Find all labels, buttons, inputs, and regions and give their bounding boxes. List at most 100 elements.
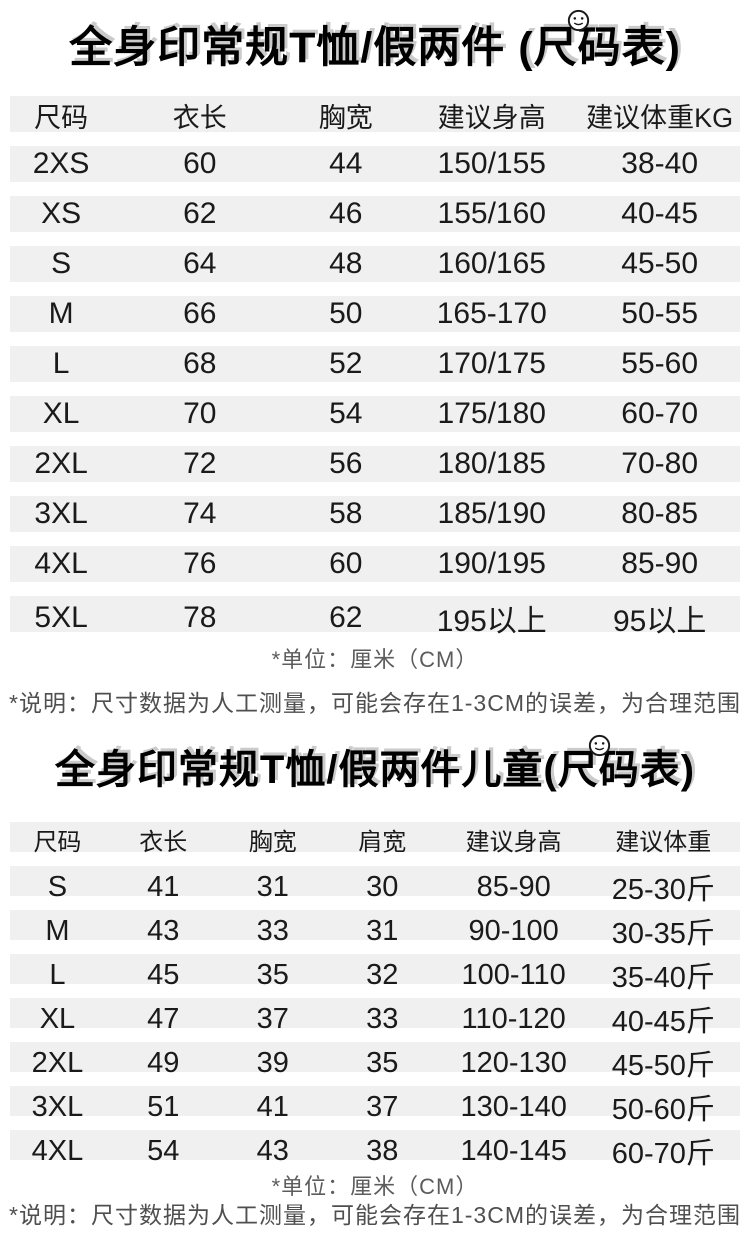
kids-notes: *单位：厘米（CM） *说明：尺寸数据为人工测量，可能会存在1-3CM的误差，为… — [0, 1174, 750, 1228]
kids-row-4xl: 4XL 54 43 38 140-145 60-70斤 — [10, 1130, 740, 1170]
cell-height: 140-145 — [460, 1134, 567, 1167]
cell-chest: 35 — [256, 958, 289, 991]
cell-height: 150/155 — [437, 147, 546, 180]
cell-length: 74 — [183, 497, 217, 530]
cell-length: 47 — [147, 1002, 180, 1035]
cell-size: L — [49, 958, 66, 991]
adult-size-title: 全身印常规T恤/假两件 (尺 码表) — [0, 0, 750, 80]
cell-chest: 46 — [329, 197, 363, 230]
cell-weight: 35-40斤 — [611, 962, 715, 994]
cell-height: 180/185 — [437, 447, 546, 480]
cell-length: 66 — [183, 297, 217, 330]
cell-weight: 70-80 — [621, 447, 699, 480]
cell-length: 49 — [147, 1046, 180, 1079]
kids-measure-note: *说明：尺寸数据为人工测量，可能会存在1-3CM的误差，为合理范围 — [9, 1202, 741, 1228]
cell-height: 130-140 — [460, 1090, 567, 1123]
cell-weight: 40-45斤 — [611, 1006, 715, 1038]
cell-size: M — [48, 297, 74, 330]
cell-size: M — [45, 914, 70, 947]
cell-height: 155/160 — [437, 197, 546, 230]
kids-row-l: L 45 35 32 100-110 35-40斤 — [10, 954, 740, 994]
cell-chest: 62 — [329, 601, 363, 634]
kids-row-m: M 43 33 31 90-100 30-35斤 — [10, 910, 740, 950]
brand-badge-icon — [588, 734, 610, 757]
kids-row-2xl: 2XL 49 39 35 120-130 45-50斤 — [10, 1042, 740, 1082]
table-row-s: S 64 48 160/165 45-50 — [10, 246, 740, 282]
table-row-l: L 68 52 170/175 55-60 — [10, 346, 740, 382]
cell-chest: 44 — [329, 147, 363, 180]
cell-length: 72 — [183, 447, 217, 480]
cell-chest: 43 — [256, 1134, 289, 1167]
cell-chest: 52 — [329, 347, 363, 380]
kids-header-row: 尺码 衣长 胸宽 肩宽 建议身高 建议体重 — [10, 822, 740, 856]
cell-size: 2XS — [32, 147, 90, 180]
cell-chest: 60 — [329, 547, 363, 580]
cell-height: 110-120 — [461, 1002, 566, 1035]
cell-weight: 30-35斤 — [611, 918, 715, 950]
adult-unit-note: *单位：厘米（CM） — [271, 647, 479, 672]
cell-length: 51 — [147, 1090, 180, 1123]
kids-header-weight: 建议体重 — [615, 829, 712, 856]
cell-shoulder: 31 — [366, 914, 399, 947]
kids-header-size: 尺码 — [33, 829, 82, 856]
cell-height: 185/190 — [437, 497, 546, 530]
cell-chest: 54 — [329, 397, 363, 430]
cell-weight: 60-70 — [621, 397, 699, 430]
cell-weight: 50-60斤 — [611, 1094, 715, 1126]
table-row-4xl: 4XL 76 60 190/195 85-90 — [10, 546, 740, 582]
cell-weight: 45-50斤 — [611, 1050, 715, 1082]
adult-title-badge-char: 尺 — [533, 9, 589, 80]
cell-height: 170/175 — [437, 347, 546, 380]
cell-size: XL — [39, 1002, 76, 1035]
cell-size: 2XL — [34, 447, 88, 480]
adult-title-char: 尺 — [533, 24, 578, 72]
cell-height: 190/195 — [437, 547, 546, 580]
cell-length: 64 — [183, 247, 217, 280]
cell-weight: 25-30斤 — [611, 874, 715, 906]
kids-title-post: 码表) — [598, 748, 696, 792]
cell-height: 160/165 — [437, 247, 546, 280]
cell-shoulder: 38 — [366, 1134, 399, 1167]
kids-title-badge-char: 尺 — [558, 734, 610, 799]
cell-shoulder: 37 — [366, 1090, 399, 1123]
cell-chest: 37 — [256, 1002, 289, 1035]
cell-weight: 45-50 — [621, 247, 699, 280]
kids-row-s: S 41 31 30 85-90 25-30斤 — [10, 866, 740, 906]
cell-size: XL — [42, 397, 80, 430]
adult-title-post: 码表) — [577, 24, 681, 72]
cell-length: 43 — [147, 914, 180, 947]
table-row-5xl: 5XL 78 62 195以上 95以上 — [10, 596, 740, 638]
cell-size: XS — [41, 197, 82, 230]
cell-weight: 60-70斤 — [611, 1138, 715, 1170]
kids-row-xl: XL 47 37 33 110-120 40-45斤 — [10, 998, 740, 1038]
table-row-2xs: 2XS 60 44 150/155 38-40 — [10, 146, 740, 182]
kids-title-pre: 全身印常规T恤/假两件儿童( — [54, 748, 558, 792]
adult-measure-note: *说明：尺寸数据为人工测量，可能会存在1-3CM的误差，为合理范围 — [9, 690, 741, 716]
cell-size: 2XL — [31, 1046, 84, 1079]
cell-length: 60 — [183, 147, 217, 180]
kids-size-table: 尺码 衣长 胸宽 肩宽 建议身高 建议体重 S 41 31 30 85-90 2… — [0, 822, 750, 1170]
cell-height: 85-90 — [476, 870, 551, 903]
adult-header-length: 衣长 — [172, 103, 227, 133]
cell-weight: 95以上 — [612, 605, 707, 638]
cell-chest: 58 — [329, 497, 363, 530]
cell-chest: 48 — [329, 247, 363, 280]
kids-header-chest: 胸宽 — [248, 829, 297, 856]
cell-weight: 50-55 — [621, 297, 699, 330]
cell-chest: 31 — [256, 870, 289, 903]
cell-weight: 85-90 — [621, 547, 699, 580]
cell-size: 3XL — [34, 497, 88, 530]
cell-size: 3XL — [31, 1090, 84, 1123]
cell-height: 165-170 — [436, 297, 547, 330]
kids-header-length: 衣长 — [139, 829, 188, 856]
cell-shoulder: 30 — [366, 870, 399, 903]
brand-badge-icon — [567, 9, 589, 32]
cell-length: 78 — [183, 601, 217, 634]
adult-header-height: 建议身高 — [437, 103, 546, 133]
kids-row-3xl: 3XL 51 41 37 130-140 50-60斤 — [10, 1086, 740, 1126]
cell-chest: 41 — [256, 1090, 289, 1123]
adult-header-weight: 建议体重KG — [586, 103, 734, 133]
cell-chest: 50 — [329, 297, 363, 330]
cell-height: 100-110 — [461, 958, 566, 991]
cell-weight: 80-85 — [621, 497, 699, 530]
